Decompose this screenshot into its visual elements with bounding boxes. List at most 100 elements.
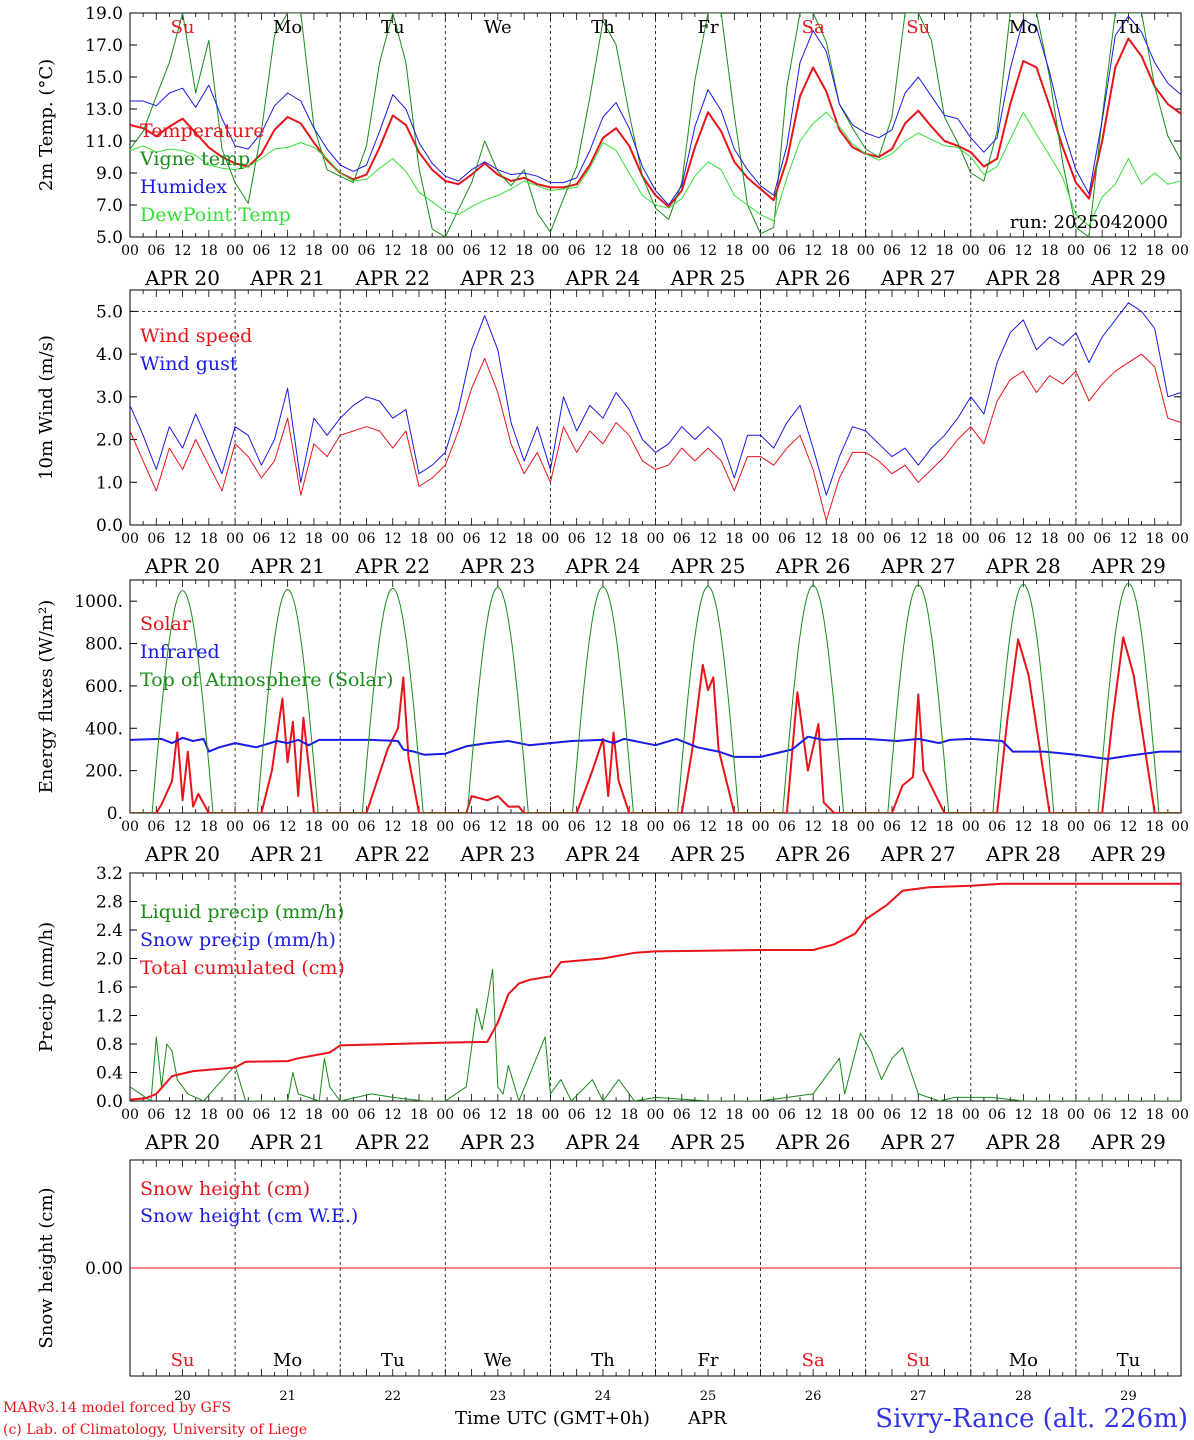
day-label: APR 26 <box>775 1130 851 1154</box>
day-name: Fr <box>698 17 719 38</box>
hour-label: 00 <box>121 531 139 547</box>
hour-label: 12 <box>594 531 612 547</box>
hour-label: 18 <box>200 243 218 259</box>
day-label: APR 24 <box>565 842 641 866</box>
hour-label: 06 <box>988 819 1006 835</box>
hour-label: 18 <box>620 819 638 835</box>
day-label: APR 28 <box>985 842 1061 866</box>
hour-label: 06 <box>252 531 270 547</box>
y-tick-label: 5.0 <box>96 302 123 322</box>
hour-label: 18 <box>410 1107 428 1123</box>
y-tick-label: 400. <box>85 719 123 739</box>
hour-label: 12 <box>1120 819 1138 835</box>
hour-label: 12 <box>699 1107 717 1123</box>
run-label: run: 2025042000 <box>1010 212 1168 233</box>
hour-label: 06 <box>673 1107 691 1123</box>
hour-label: 18 <box>410 531 428 547</box>
day-name: Su <box>906 1350 930 1371</box>
hour-label: 18 <box>725 243 743 259</box>
hour-label: 06 <box>673 819 691 835</box>
day-name: Tu <box>381 17 405 38</box>
hour-label: 12 <box>489 531 507 547</box>
hour-label: 18 <box>1146 531 1164 547</box>
hour-label: 00 <box>436 243 454 259</box>
day-label: APR 20 <box>144 554 220 578</box>
panel-precip: 0.0 0.4 0.8 1.2 1.6 2.0 2.4 2.8 3.2 Precip (mm/h)… <box>36 864 1189 1154</box>
legend-entry: Snow height (cm W.E.) <box>140 1205 358 1227</box>
hour-label: 18 <box>1041 243 1059 259</box>
series-line-infrared <box>130 735 1181 760</box>
y-axis-title: Snow height (cm) <box>36 1187 57 1348</box>
hour-label: 18 <box>410 819 428 835</box>
hour-label: 00 <box>857 1107 875 1123</box>
hour-label: 12 <box>1014 243 1032 259</box>
hour-label: 06 <box>673 243 691 259</box>
hour-label: 12 <box>804 1107 822 1123</box>
y-tick-label: 600. <box>85 677 123 697</box>
hour-label: 00 <box>857 243 875 259</box>
hour-label: 00 <box>331 819 349 835</box>
day-name: Su <box>906 17 930 38</box>
hour-label: 12 <box>1120 531 1138 547</box>
hour-label: 06 <box>988 531 1006 547</box>
hour-label: 06 <box>147 243 165 259</box>
y-axis-title: Energy fluxes (W/m²) <box>36 600 57 794</box>
y-tick-label: 13.0 <box>85 100 123 120</box>
hour-label: 00 <box>647 1107 665 1123</box>
hour-label: 06 <box>778 819 796 835</box>
hour-label: 00 <box>541 819 559 835</box>
day-label: APR 23 <box>459 842 535 866</box>
day-label: APR 25 <box>670 842 746 866</box>
hour-label: 12 <box>594 243 612 259</box>
hour-label: 00 <box>436 1107 454 1123</box>
day-name: Tu <box>1117 1350 1141 1371</box>
day-number: 26 <box>805 1389 822 1404</box>
model-credit: MARv3.14 model forced by GFS <box>3 1400 231 1416</box>
day-label: APR 22 <box>354 842 430 866</box>
legend-entry: Top of Atmosphere (Solar) <box>140 669 393 691</box>
y-tick-label: 0.0 <box>96 1092 123 1112</box>
day-label: APR 21 <box>249 1130 325 1154</box>
legend-entry: DewPoint Temp <box>140 204 291 226</box>
y-tick-label: 3.0 <box>96 388 123 408</box>
hour-label: 12 <box>174 243 192 259</box>
hour-label: 00 <box>1171 531 1189 547</box>
hour-label: 06 <box>883 819 901 835</box>
hour-label: 00 <box>541 243 559 259</box>
hour-label: 12 <box>699 243 717 259</box>
series-line-wind-speed <box>130 353 1181 522</box>
hour-label: 00 <box>857 819 875 835</box>
day-label: APR 24 <box>565 266 641 290</box>
hour-label: 00 <box>1171 1107 1189 1123</box>
legend-entry: Wind speed <box>140 325 252 347</box>
hour-label: 18 <box>936 531 954 547</box>
hour-label: 18 <box>1146 1107 1164 1123</box>
hour-label: 12 <box>489 1107 507 1123</box>
hour-label: 00 <box>226 1107 244 1123</box>
hour-label: 00 <box>541 531 559 547</box>
hour-label: 12 <box>384 531 402 547</box>
day-name: Th <box>591 17 615 38</box>
day-name: Tu <box>381 1350 405 1371</box>
hour-label: 00 <box>647 819 665 835</box>
y-axis-title: 10m Wind (m/s) <box>36 335 57 480</box>
hour-label: 18 <box>200 1107 218 1123</box>
y-axis-title: Precip (mm/h) <box>36 922 57 1052</box>
y-tick-label: 0.00 <box>85 1259 123 1279</box>
series-line-temperature <box>130 37 1181 208</box>
hour-label: 12 <box>804 819 822 835</box>
hour-label: 00 <box>647 243 665 259</box>
legend-entry: Infrared <box>140 641 220 663</box>
y-tick-label: 7.0 <box>96 196 123 216</box>
hour-label: 12 <box>804 243 822 259</box>
day-label: APR 27 <box>880 842 956 866</box>
hour-label: 18 <box>1146 819 1164 835</box>
y-tick-label: 0.8 <box>96 1035 123 1055</box>
hour-label: 00 <box>1067 243 1085 259</box>
hour-label: 00 <box>962 1107 980 1123</box>
hour-label: 00 <box>752 243 770 259</box>
day-name: Th <box>591 1350 615 1371</box>
day-label: APR 22 <box>354 266 430 290</box>
day-label: APR 27 <box>880 266 956 290</box>
